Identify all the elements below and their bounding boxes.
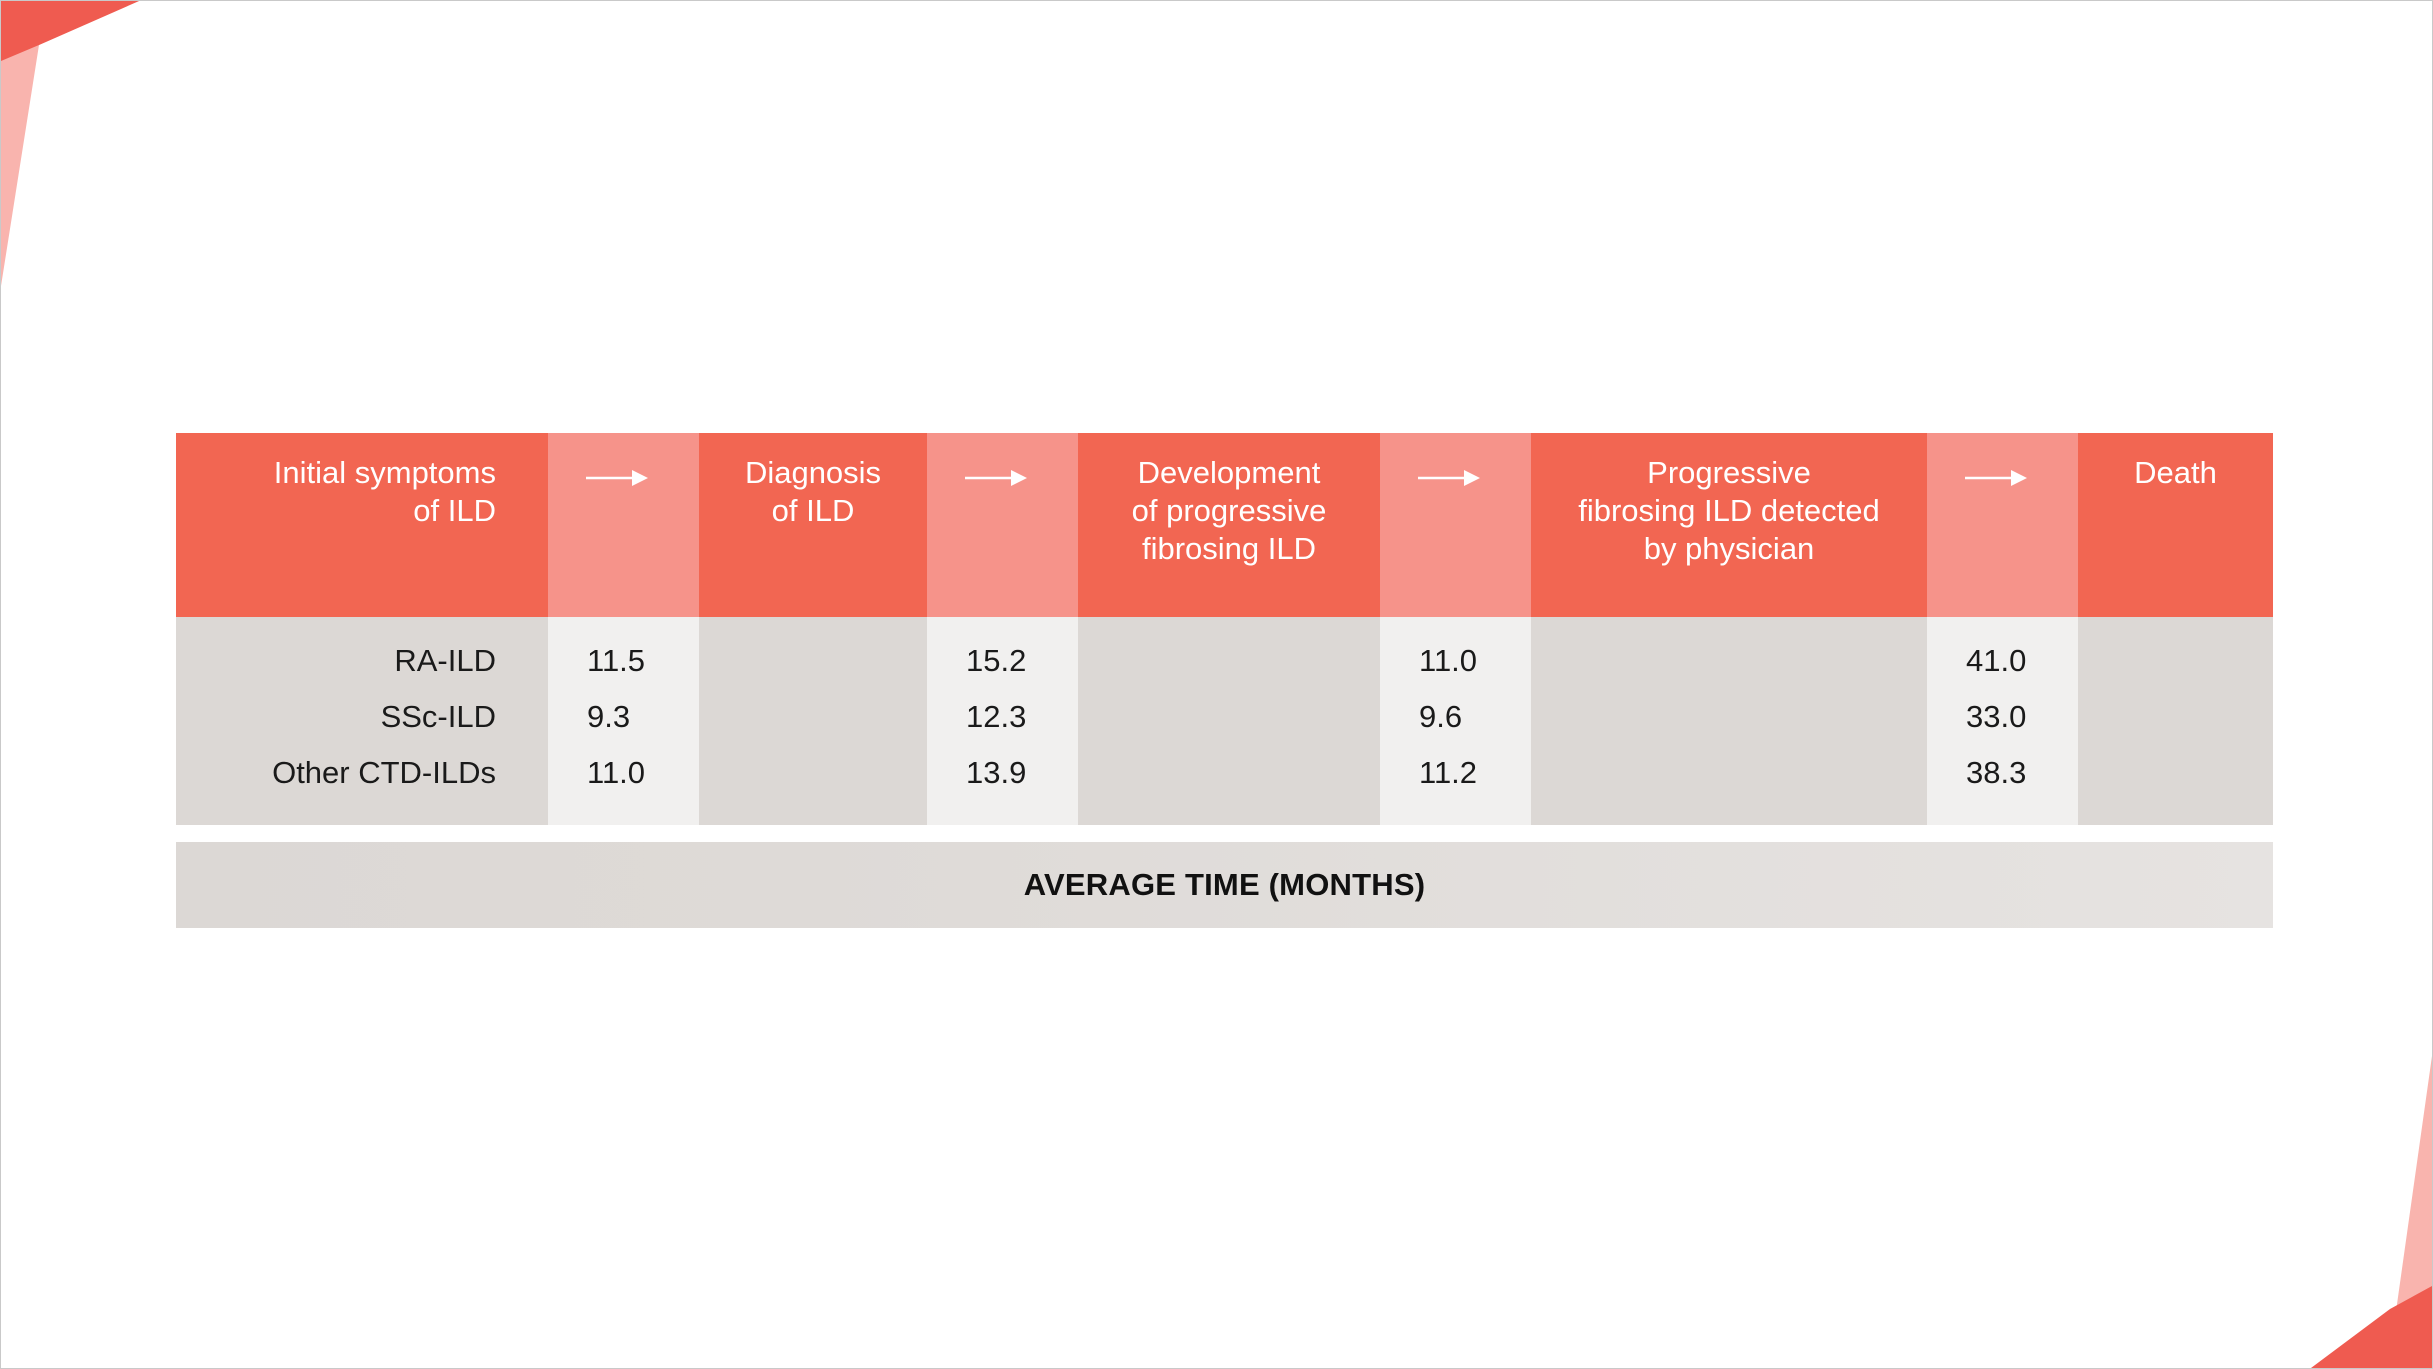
interval-value: 9.6 <box>1419 699 1463 734</box>
stage-header: Development of progressive fibrosing ILD <box>1078 433 1380 617</box>
stage-header: Progressive fibrosing ILD detected by phys… <box>1531 433 1927 617</box>
arrow-right-icon <box>965 470 1027 486</box>
interval-value: 41.0 <box>1966 643 2027 678</box>
interval-body: 11.5 9.3 11.0 <box>548 617 699 825</box>
progression-table: Initial symptoms of ILD RA-ILD SSc-ILD Other… <box>176 433 2273 825</box>
interval-value: 11.0 <box>587 755 646 790</box>
interval-value: 13.9 <box>966 755 1027 790</box>
interval-column: 15.2 12.3 13.9 <box>927 433 1078 825</box>
stage-header-text: of ILD <box>771 493 855 528</box>
interval-value: 15.2 <box>966 643 1027 678</box>
stage-column: Initial symptoms of ILD RA-ILD SSc-ILD Other… <box>176 433 548 825</box>
stage-column: Death <box>2078 433 2273 825</box>
interval-header <box>927 433 1078 617</box>
stage-header: Diagnosis of ILD <box>699 433 927 617</box>
interval-value: 9.3 <box>587 699 631 734</box>
stage-header-text: fibrosing ILD <box>1141 531 1317 566</box>
interval-value: 11.5 <box>587 643 646 678</box>
stage-column: Development of progressive fibrosing ILD <box>1078 433 1380 825</box>
stage-header: Death <box>2078 433 2273 617</box>
bottom-right-deco-light <box>2388 1056 2432 1368</box>
stage-column: Diagnosis of ILD <box>699 433 927 825</box>
interval-body: 41.0 33.0 38.3 <box>1927 617 2078 825</box>
stage-header-text: of progressive <box>1131 493 1327 528</box>
row-label: SSc-ILD <box>380 699 496 734</box>
row-label: RA-ILD <box>394 643 496 678</box>
interval-body: 11.0 9.6 11.2 <box>1380 617 1531 825</box>
top-left-deco-dark <box>1 1 139 61</box>
stage-body: RA-ILD SSc-ILD Other CTD-ILDs <box>176 617 548 825</box>
stage-column: Progressive fibrosing ILD detected by phys… <box>1531 433 1927 825</box>
arrow-right-icon <box>1418 470 1480 486</box>
stage-body <box>1531 617 1927 825</box>
arrow-right-icon <box>586 470 648 486</box>
stage-body <box>1078 617 1380 825</box>
stage-header: Initial symptoms of ILD <box>176 433 548 617</box>
stage-body <box>2078 617 2273 825</box>
average-time-bar: AVERAGE TIME (MONTHS) <box>176 842 2273 928</box>
interval-column: 11.5 9.3 11.0 <box>548 433 699 825</box>
interval-value: 38.3 <box>1966 755 2027 790</box>
stage-body <box>699 617 927 825</box>
bottom-right-deco-dark <box>2311 1286 2432 1368</box>
interval-column: 41.0 33.0 38.3 <box>1927 433 2078 825</box>
stage-header-text: Diagnosis <box>744 455 882 490</box>
row-label: Other CTD-ILDs <box>272 755 496 790</box>
interval-value: 33.0 <box>1966 699 2027 734</box>
interval-value: 11.2 <box>1419 755 1478 790</box>
interval-header <box>1927 433 2078 617</box>
interval-body: 15.2 12.3 13.9 <box>927 617 1078 825</box>
arrow-right-icon <box>1965 470 2027 486</box>
interval-value: 12.3 <box>966 699 1027 734</box>
stage-header-text: of ILD <box>413 493 496 528</box>
interval-column: 11.0 9.6 11.2 <box>1380 433 1531 825</box>
stage-header-text: fibrosing ILD detected <box>1578 493 1880 528</box>
interval-header <box>548 433 699 617</box>
stage-header-text: by physician <box>1643 531 1815 566</box>
stage-header-text: Progressive <box>1647 455 1811 490</box>
stage-header-text: Initial symptoms <box>273 455 496 490</box>
average-time-label: AVERAGE TIME (MONTHS) <box>1023 867 1426 902</box>
stage-header-text: Death <box>2134 455 2217 490</box>
interval-header <box>1380 433 1531 617</box>
stage-header-text: Development <box>1137 455 1321 490</box>
interval-value: 11.0 <box>1419 643 1478 678</box>
